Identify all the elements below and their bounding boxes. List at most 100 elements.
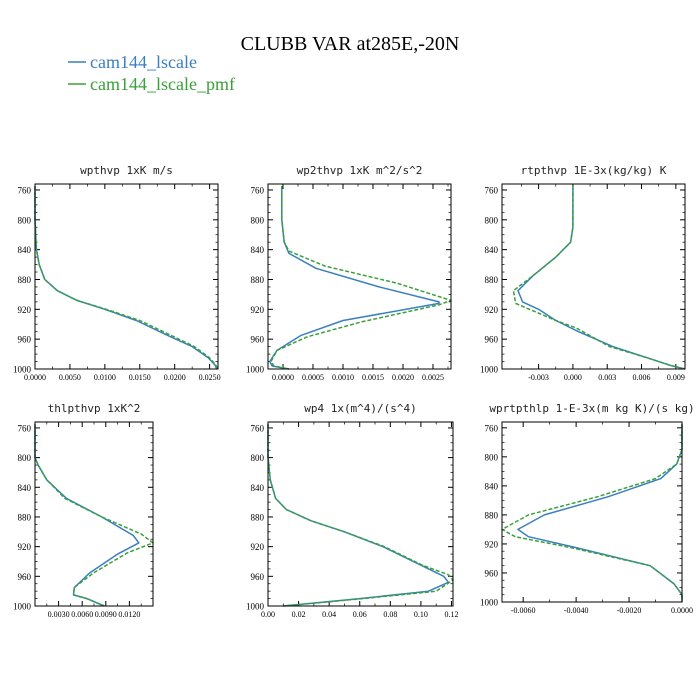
plot-frame [501,183,686,370]
y-tick-label: 1000 [480,598,499,608]
y-tick-label: 800 [251,215,265,225]
panel-title: wpthvp 1xK m/s [80,164,173,177]
panel-2: wp2thvp 1xK m^2/s^2 760 800 840 880 920 960 100… [246,164,452,382]
y-tick-label: 1000 [246,365,265,375]
panel-4: thlpthvp 1xK^2 760 800 840 880 920 960 1000 0.00… [13,402,154,619]
y-tick-label: 840 [18,483,32,493]
panel-3: rtpthvp 1E-3x(kg/kg) K 760 800 840 880 920 960… [480,164,686,382]
panel-5: wp4 1x(m^4)/(s^4)76080084088092096010000… [246,402,458,619]
x-tick-label: -0.003 [528,373,549,382]
series-line-lscale [517,424,683,602]
x-tick-label: 0.06 [353,610,367,619]
y-tick-label: 760 [485,185,499,195]
x-tick-label: 0.0250 [199,373,221,382]
plot-frame [267,183,452,370]
x-tick-label: 0.0050 [59,373,81,382]
y-tick-label: 840 [485,245,499,255]
y-tick-label: 920 [18,542,32,552]
x-tick-label: -0.0060 [511,606,536,615]
legend: cam144_lscale cam144_lscale_pmf [68,52,235,94]
y-tick-label: 800 [18,453,32,463]
y-tick-label: 840 [251,483,265,493]
y-tick-label: 880 [251,512,265,522]
y-tick-label: 960 [18,335,32,345]
series-line-lscale-pmf [501,424,683,602]
x-tick-label: 0.000 [564,373,582,382]
y-tick-label: 920 [485,305,499,315]
y-tick-label: 960 [485,335,499,345]
y-tick-label: 880 [18,512,32,522]
x-tick-label: 0.0100 [94,373,116,382]
plot-frame [501,421,683,603]
panel-title: wp4 1x(m^4)/(s^4) [304,402,417,415]
x-tick-label: 0.0000 [24,373,46,382]
x-tick-label: 0.0030 [48,610,70,619]
x-tick-label: 0.0000 [671,606,693,615]
y-tick-label: 880 [18,275,32,285]
y-tick-label: 1000 [246,602,265,612]
panel-6: wprtpthlp 1-E-3x(m kg K)/(s kg) 760 800 840… [480,402,695,615]
series-line-lscale-pmf [512,186,686,370]
x-tick-label: 0.0120 [118,610,140,619]
series-line-lscale-pmf [267,424,454,607]
y-tick-label: 800 [485,452,499,462]
x-tick-label: 0.0025 [422,373,444,382]
y-tick-label: 840 [251,245,265,255]
y-tick-label: 960 [18,572,32,582]
x-tick-label: 0.0015 [362,373,384,382]
x-tick-label: 0.0000 [272,373,294,382]
series-line-lscale-pmf [34,186,219,370]
x-tick-label: 0.0010 [332,373,354,382]
x-tick-label: 0.10 [414,610,428,619]
y-tick-label: 920 [251,542,265,552]
y-tick-label: 760 [18,423,32,433]
y-tick-label: 880 [485,275,499,285]
panel-title: wp2thvp 1xK m^2/s^2 [297,164,423,177]
figure-title: CLUBB VAR at285E,-20N [241,33,460,55]
x-tick-label: 0.006 [633,373,651,382]
panel-title: thlpthvp 1xK^2 [48,402,141,415]
y-tick-label: 840 [485,481,499,491]
plot-frame [267,421,454,607]
plot-frame [34,183,219,370]
y-tick-label: 960 [485,568,499,578]
series-line-lscale-pmf [34,424,154,607]
y-tick-label: 800 [18,215,32,225]
x-tick-label: 0.02 [292,610,306,619]
x-tick-label: 0.0200 [164,373,186,382]
series-line-lscale [269,186,440,370]
panel-1: wpthvp 1xK m/s76080084088092096010000.00… [13,164,221,382]
x-tick-label: 0.12 [444,610,458,619]
legend-label-lscale: cam144_lscale [90,52,197,72]
plot-frame [34,421,154,607]
y-tick-label: 760 [485,423,499,433]
x-tick-label: 0.009 [667,373,685,382]
y-tick-label: 880 [485,510,499,520]
y-tick-label: 1000 [13,365,32,375]
x-tick-label: 0.0060 [71,610,93,619]
y-tick-label: 920 [18,305,32,315]
series-line-lscale [517,186,686,370]
y-tick-label: 840 [18,245,32,255]
panel-title: rtpthvp 1E-3x(kg/kg) K [521,164,667,177]
x-tick-label: 0.04 [322,610,336,619]
y-tick-label: 800 [251,453,265,463]
y-tick-label: 960 [251,572,265,582]
x-tick-label: 0.003 [598,373,616,382]
legend-label-lscale-pmf: cam144_lscale_pmf [90,74,235,94]
series-line-lscale-pmf [270,186,452,370]
x-tick-label: 0.0020 [392,373,414,382]
x-tick-label: -0.0020 [617,606,642,615]
x-tick-label: 0.0005 [302,373,324,382]
y-tick-label: 760 [251,423,265,433]
x-tick-label: 0.00 [261,610,275,619]
panels: wpthvp 1xK m/s76080084088092096010000.00… [13,164,695,619]
y-tick-label: 920 [251,305,265,315]
y-tick-label: 880 [251,275,265,285]
x-tick-label: 0.0150 [129,373,151,382]
y-tick-label: 920 [485,539,499,549]
y-tick-label: 1000 [480,365,499,375]
x-tick-label: -0.0040 [564,606,589,615]
series-line-lscale [34,186,218,370]
